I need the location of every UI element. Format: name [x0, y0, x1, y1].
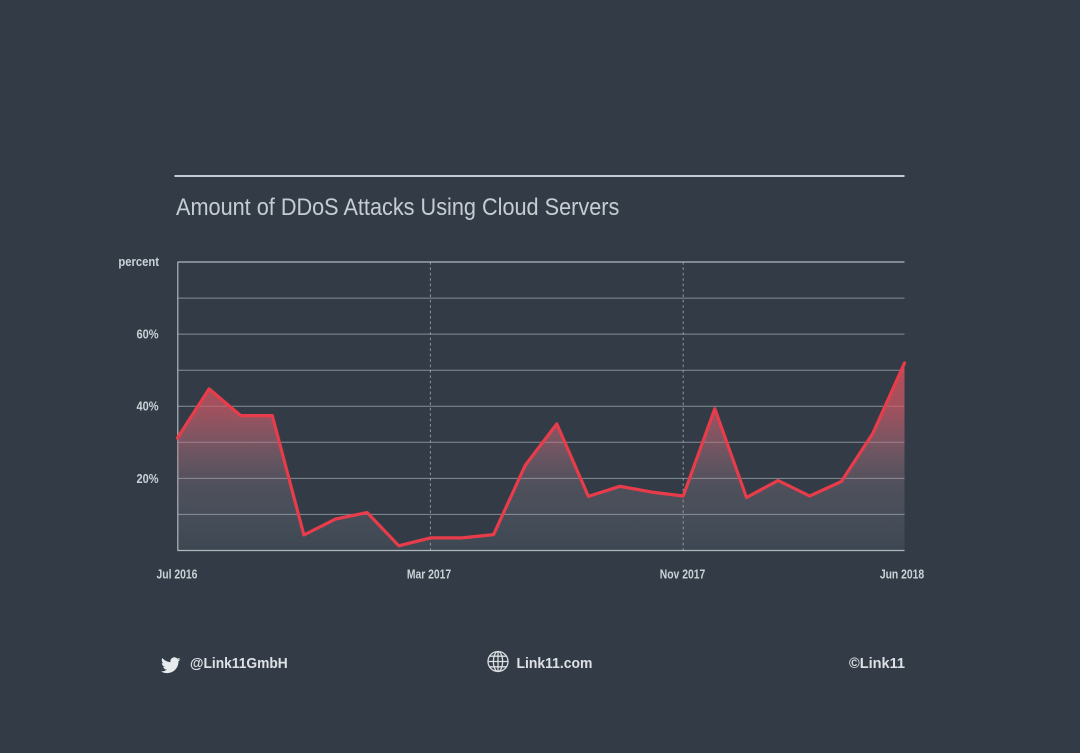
svg-text:20%: 20%	[136, 472, 159, 486]
svg-text:40%: 40%	[136, 400, 159, 414]
svg-text:60%: 60%	[136, 328, 159, 342]
svg-text:Nov 2017: Nov 2017	[660, 569, 705, 582]
svg-text:Link11.com: Link11.com	[517, 656, 593, 673]
svg-text:Amount of DDoS Attacks Using C: Amount of DDoS Attacks Using Cloud Serve…	[176, 193, 619, 221]
svg-text:@Link11GmbH: @Link11GmbH	[190, 656, 288, 673]
svg-text:©Link11: ©Link11	[849, 656, 905, 672]
svg-text:Jun 2018: Jun 2018	[880, 569, 925, 582]
svg-text:Mar 2017: Mar 2017	[407, 569, 451, 582]
svg-text:percent: percent	[118, 254, 159, 269]
svg-text:Jul 2016: Jul 2016	[157, 569, 198, 582]
